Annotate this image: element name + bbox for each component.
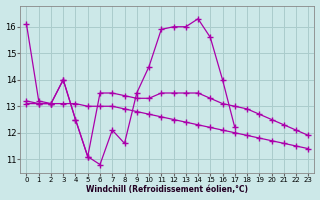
X-axis label: Windchill (Refroidissement éolien,°C): Windchill (Refroidissement éolien,°C) bbox=[86, 185, 248, 194]
